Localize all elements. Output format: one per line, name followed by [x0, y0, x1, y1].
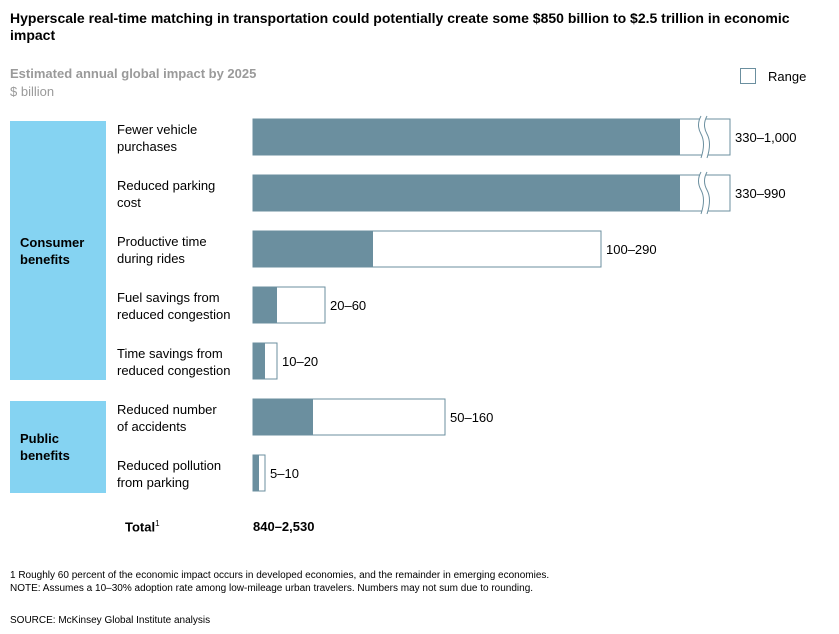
legend-range-swatch	[740, 68, 756, 84]
group-public-benefits: Public benefits	[10, 401, 106, 493]
chart-subtitle: Estimated annual global impact by 2025	[10, 66, 257, 81]
category-label: Productive time during rides	[117, 234, 207, 266]
unit-label: $ billion	[10, 84, 55, 99]
axis-break-line	[704, 115, 710, 159]
source: SOURCE: McKinsey Global Institute analys…	[10, 615, 211, 626]
legend-range-label: Range	[768, 69, 807, 84]
chart-title: Hyperscale real-time matching in transpo…	[10, 10, 790, 43]
total-label: Total1	[125, 519, 160, 535]
low-bar	[253, 231, 373, 267]
total-value: 840–2,530	[253, 519, 315, 534]
value-label: 5–10	[270, 466, 299, 481]
value-label: 50–160	[450, 410, 493, 425]
low-bar	[253, 287, 277, 323]
value-label: 330–990	[735, 186, 786, 201]
low-bar	[253, 175, 680, 211]
group-label-consumer: Consumer benefits	[20, 234, 85, 267]
footnote: 1 Roughly 60 percent of the economic imp…	[10, 570, 550, 581]
value-label: 330–1,000	[735, 130, 796, 145]
category-label: Reduced pollution from parking	[117, 458, 222, 490]
axis-break-line	[698, 171, 704, 215]
group-consumer-benefits: Consumer benefits	[10, 121, 106, 380]
value-label: 20–60	[330, 298, 366, 313]
axis-break-gap	[698, 114, 710, 159]
category-label: Fuel savings from reduced congestion	[117, 290, 231, 322]
low-bar	[253, 119, 680, 155]
category-label: Fewer vehicle purchases	[117, 122, 198, 154]
axis-break-line	[704, 171, 710, 215]
category-label: Reduced parking cost	[117, 178, 216, 210]
note: NOTE: Assumes a 10–30% adoption rate amo…	[10, 583, 534, 594]
axis-break-line	[698, 115, 704, 159]
low-bar	[253, 455, 259, 491]
axis-break-gap	[698, 170, 710, 215]
value-label: 10–20	[282, 354, 318, 369]
category-label: Time savings from reduced congestion	[117, 346, 231, 378]
category-label: Reduced number of accidents	[117, 402, 217, 434]
value-label: 100–290	[606, 242, 657, 257]
low-bar	[253, 343, 265, 379]
group-label-public: Public benefits	[20, 431, 70, 463]
low-bar	[253, 399, 313, 435]
